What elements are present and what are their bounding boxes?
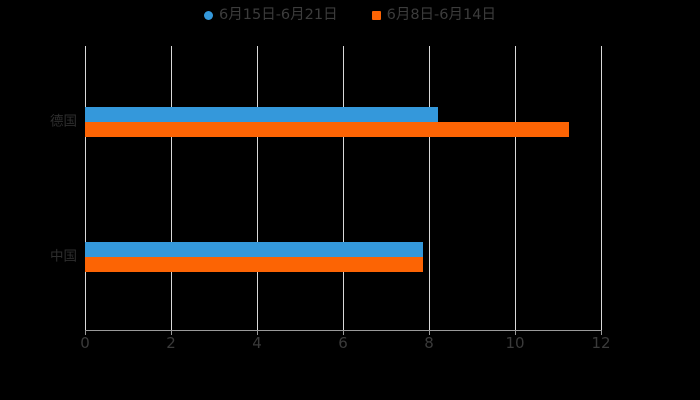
chart-legend: 6月15日-6月21日 6月8日-6月14日	[0, 4, 700, 26]
legend-label-series-1: 6月8日-6月14日	[386, 6, 496, 23]
tick-mark-6	[343, 330, 344, 335]
tick-mark-2	[171, 330, 172, 335]
bar-1-series-0[interactable]	[85, 242, 423, 257]
x-tick-label-2: 2	[166, 334, 176, 352]
legend-marker-square-icon	[371, 10, 381, 20]
x-tick-label-10: 10	[505, 334, 525, 352]
category-label-1: 中国	[50, 248, 77, 265]
x-tick-label-0: 0	[80, 334, 90, 352]
plot-area	[85, 46, 602, 330]
tick-mark-12	[601, 330, 602, 335]
bar-0-series-1[interactable]	[85, 122, 569, 137]
legend-item-series-0[interactable]: 6月15日-6月21日	[204, 8, 338, 23]
legend-label-series-0: 6月15日-6月21日	[219, 6, 338, 23]
category-label-0: 德国	[50, 113, 77, 130]
gridline-x-12	[601, 46, 602, 330]
bar-1-series-1[interactable]	[85, 257, 423, 272]
tick-mark-4	[257, 330, 258, 335]
gridline-x-6	[343, 46, 344, 330]
legend-marker-circle-icon	[204, 10, 214, 20]
gridline-x-4	[257, 46, 258, 330]
legend-item-series-1[interactable]: 6月8日-6月14日	[371, 6, 496, 23]
tick-mark-10	[515, 330, 516, 335]
gridline-x-8	[429, 46, 430, 330]
x-tick-label-12: 12	[591, 334, 611, 352]
gridline-x-0	[85, 46, 86, 330]
x-tick-label-4: 4	[252, 334, 262, 352]
gridline-x-2	[171, 46, 172, 330]
gridline-x-10	[515, 46, 516, 330]
tick-mark-0	[85, 330, 86, 335]
x-tick-label-6: 6	[338, 334, 348, 352]
bar-0-series-0[interactable]	[85, 107, 438, 122]
tick-mark-8	[429, 330, 430, 335]
x-tick-label-8: 8	[424, 334, 434, 352]
